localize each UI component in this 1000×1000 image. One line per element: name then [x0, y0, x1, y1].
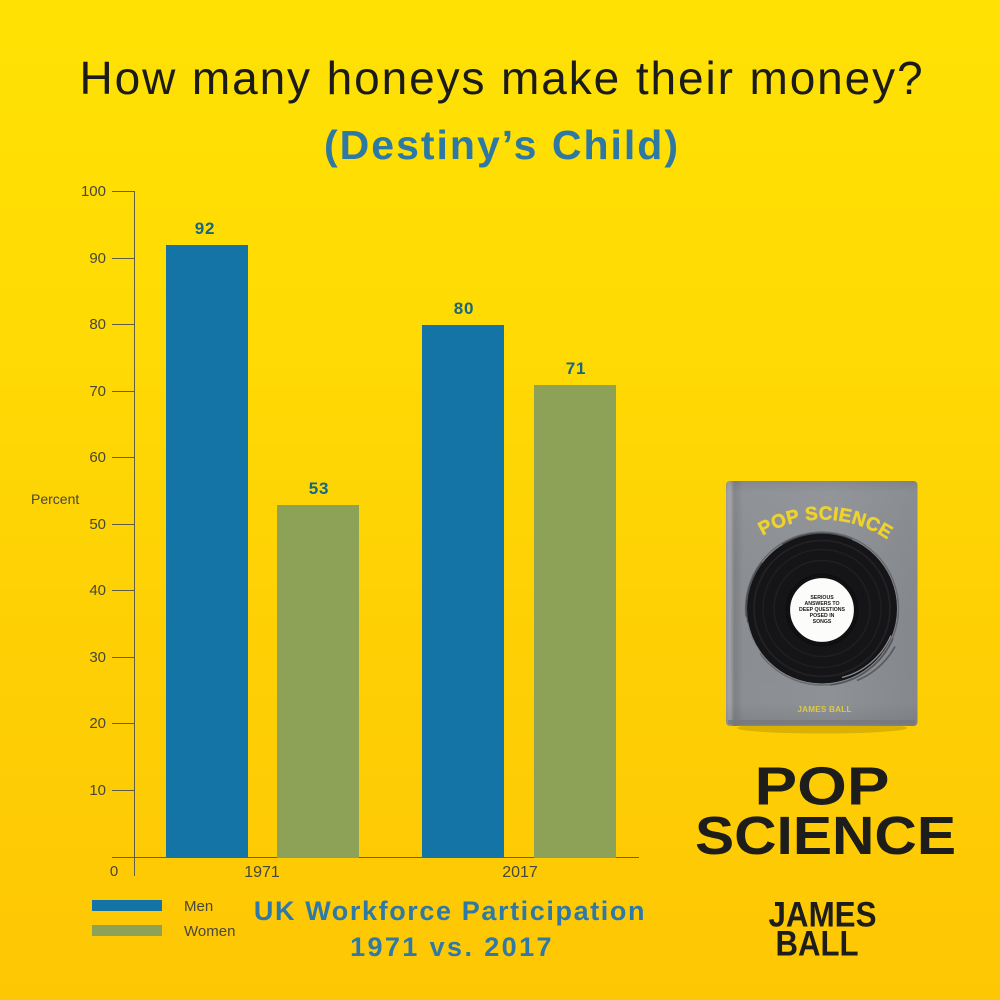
svg-text:POP: POP	[755, 757, 890, 817]
svg-text:SCIENCE: SCIENCE	[695, 806, 956, 866]
svg-text:JAMES BALL: JAMES BALL	[797, 705, 851, 714]
svg-text:BALL: BALL	[776, 925, 859, 964]
svg-text:SERIOUS: SERIOUS	[810, 595, 834, 601]
svg-text:JAMES: JAMES	[769, 896, 877, 935]
svg-text:SONGS: SONGS	[813, 619, 832, 625]
svg-text:ANSWERS TO: ANSWERS TO	[804, 601, 839, 607]
svg-text:DEEP QUESTIONS: DEEP QUESTIONS	[799, 607, 846, 613]
svg-text:POSED IN: POSED IN	[810, 613, 835, 619]
